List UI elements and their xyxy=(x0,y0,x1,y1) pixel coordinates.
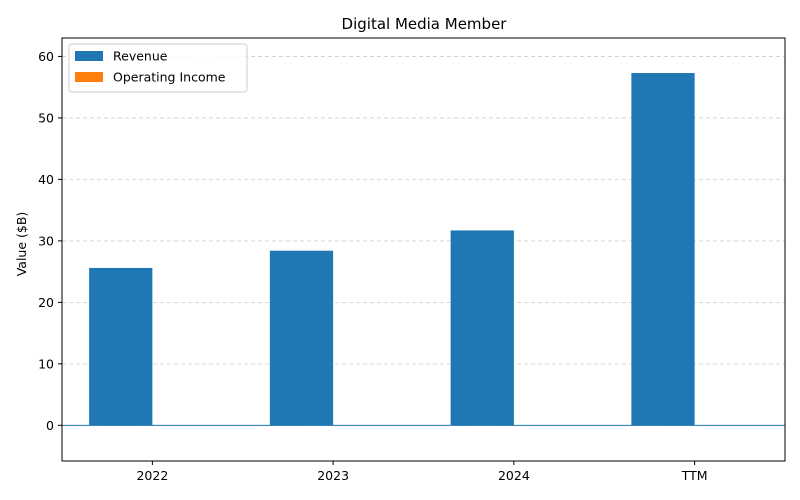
bar-revenue xyxy=(450,230,514,426)
legend-swatch xyxy=(75,72,103,82)
bar-revenue xyxy=(631,73,695,426)
bar-revenue xyxy=(89,267,153,426)
x-tick-label: 2023 xyxy=(317,468,349,483)
legend-swatch xyxy=(75,51,103,61)
y-tick-label: 40 xyxy=(38,172,54,187)
y-axis-label: Value ($B) xyxy=(14,212,29,277)
bars xyxy=(89,73,695,426)
x-tick-label: TTM xyxy=(681,468,708,483)
x-tick-label: 2022 xyxy=(136,468,168,483)
legend: Revenue Operating Income xyxy=(68,43,248,93)
y-tick-label: 20 xyxy=(38,295,54,310)
bar-revenue xyxy=(269,250,334,426)
ticks: 0 10 20 30 40 50 60 2022 2023 2024 TTM xyxy=(38,49,707,483)
y-tick-label: 50 xyxy=(38,110,54,125)
legend-box xyxy=(68,43,248,93)
x-tick-label: 2024 xyxy=(498,468,530,483)
legend-label: Operating Income xyxy=(113,70,226,85)
plot-frame xyxy=(61,37,786,462)
y-tick-label: 0 xyxy=(46,418,54,433)
y-tick-label: 60 xyxy=(38,49,54,64)
y-tick-label: 10 xyxy=(38,356,54,371)
y-tick-label: 30 xyxy=(38,233,54,248)
axes xyxy=(61,37,786,462)
legend-label: Revenue xyxy=(113,49,168,64)
chart-title: Digital Media Member xyxy=(342,15,508,33)
